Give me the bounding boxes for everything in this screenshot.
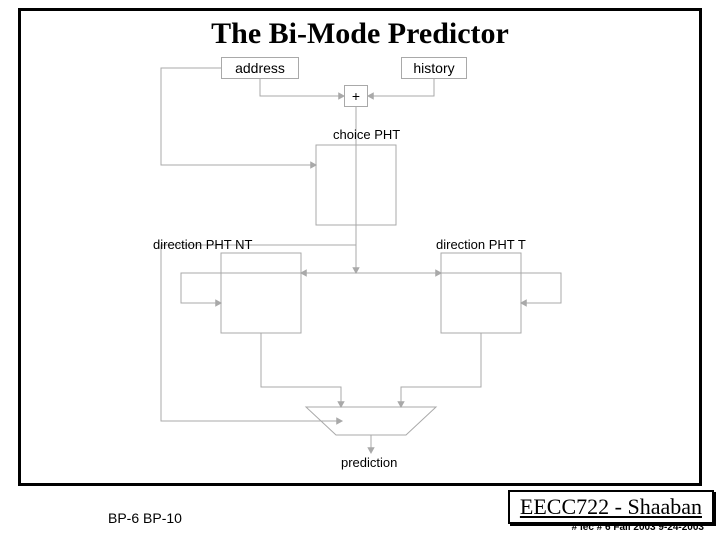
history-box: history: [401, 57, 467, 79]
slide-title: The Bi-Mode Predictor: [21, 17, 699, 51]
slide-frame: The Bi-Mode Predictor address history + …: [18, 8, 702, 486]
course-footer-text: EECC722 - Shaaban: [520, 494, 702, 519]
direction-pht-t-label: direction PHT T: [436, 237, 526, 252]
choice-pht-label: choice PHT: [333, 127, 400, 142]
lecture-info: # lec # 6 Fall 2003 9-24-2003: [572, 522, 704, 533]
xor-label: +: [352, 88, 360, 104]
history-label: history: [413, 60, 454, 76]
xor-box: +: [344, 85, 368, 107]
page-ref: BP-6 BP-10: [108, 510, 182, 526]
address-label: address: [235, 60, 285, 76]
prediction-label: prediction: [341, 455, 397, 470]
diagram-area: address history + choice PHT direction P…: [141, 57, 601, 487]
diagram-wires: [141, 57, 601, 487]
course-footer: EECC722 - Shaaban: [508, 490, 714, 524]
address-box: address: [221, 57, 299, 79]
direction-pht-nt-label: direction PHT NT: [153, 237, 252, 252]
